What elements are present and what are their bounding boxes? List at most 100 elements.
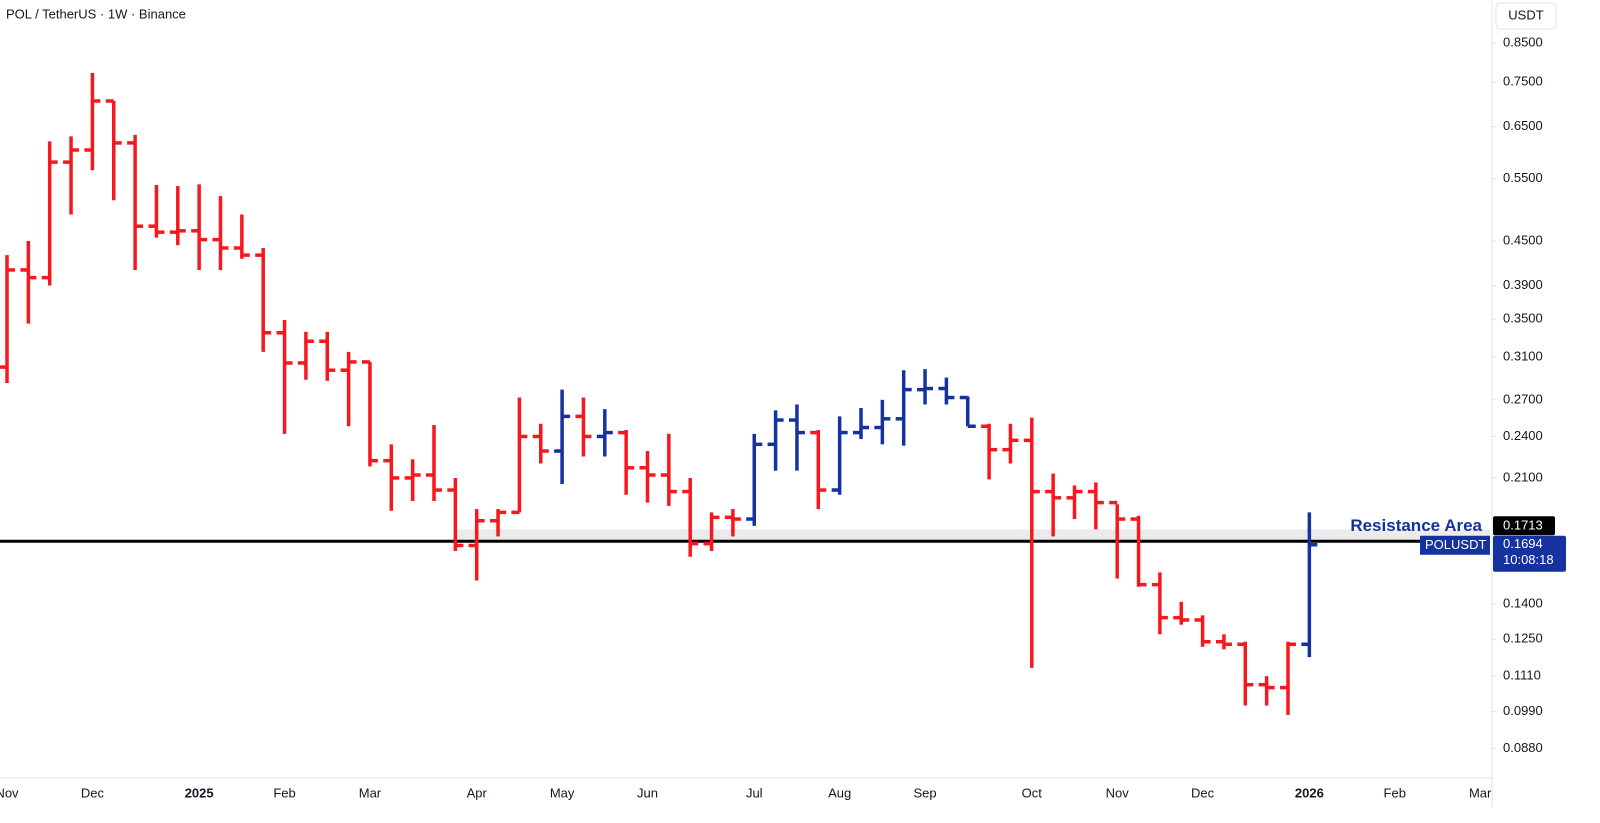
y-tick-label: 0.3900 xyxy=(1503,277,1543,292)
ohlc-bar xyxy=(1045,473,1062,537)
ohlc-bar xyxy=(1066,485,1083,520)
ohlc-bar xyxy=(191,184,208,270)
symbol-box xyxy=(1420,535,1490,555)
ohlc-bar xyxy=(1237,641,1254,706)
ohlc-bar xyxy=(319,331,336,381)
ohlc-bar xyxy=(1215,634,1232,650)
ohlc-bar xyxy=(255,248,272,352)
x-tick-label: Sep xyxy=(913,785,936,800)
ohlc-bar xyxy=(233,214,250,259)
ohlc-bar xyxy=(1258,676,1275,706)
x-tick-label: Feb xyxy=(1384,785,1406,800)
ohlc-bar xyxy=(361,360,378,467)
ohlc-bar xyxy=(0,255,15,384)
ohlc-bar xyxy=(1023,417,1040,668)
ohlc-bar xyxy=(41,141,58,286)
y-tick-label: 0.3100 xyxy=(1503,348,1543,363)
last-price-box xyxy=(1493,535,1566,572)
ohlc-bar xyxy=(596,409,613,457)
ohlc-bar xyxy=(426,425,442,502)
ohlc-bar xyxy=(1194,615,1211,647)
symbol-label: POLUSDT xyxy=(1425,537,1486,552)
ohlc-bar xyxy=(831,416,848,495)
ohlc-bar xyxy=(383,444,400,511)
ohlc-bar xyxy=(959,395,976,429)
ohlc-bar xyxy=(1002,423,1019,464)
ohlc-bar xyxy=(105,99,122,201)
resistance-zone xyxy=(455,529,1490,542)
ohlc-bar xyxy=(20,241,37,324)
ohlc-bar xyxy=(1280,641,1296,715)
x-tick-label: Jul xyxy=(746,785,763,800)
currency-label[interactable]: USDT xyxy=(1508,7,1543,22)
ohlc-bar xyxy=(84,72,101,171)
ohlc-bar xyxy=(660,433,677,506)
ohlc-bar xyxy=(1130,515,1147,587)
ohlc-bar xyxy=(639,451,656,503)
ohlc-bar xyxy=(618,430,635,495)
ohlc-bar xyxy=(490,509,507,537)
y-tick-label: 0.0880 xyxy=(1503,740,1543,755)
x-tick-label: Dec xyxy=(1191,785,1215,800)
ohlc-bar xyxy=(63,136,80,215)
ohlc-bar xyxy=(703,512,720,552)
y-tick-label: 0.0990 xyxy=(1503,703,1543,718)
ohlc-bar xyxy=(788,404,805,471)
ohlc-bar xyxy=(938,377,955,405)
ohlc-bar xyxy=(148,184,165,238)
y-tick-label: 0.2700 xyxy=(1503,391,1543,406)
x-tick-label: 2025 xyxy=(185,785,214,800)
x-tick-label: Mar xyxy=(359,785,382,800)
ohlc-bar xyxy=(1173,601,1190,625)
resistance-price-box xyxy=(1493,516,1555,536)
y-tick-label: 0.1110 xyxy=(1503,668,1541,683)
ohlc-bar xyxy=(511,397,528,515)
y-tick-label: 0.1250 xyxy=(1503,631,1543,646)
ohlc-bar xyxy=(340,351,357,427)
x-tick-label: May xyxy=(550,785,575,800)
ohlc-bar xyxy=(853,407,869,440)
ohlc-bar xyxy=(447,477,464,552)
y-tick-label: 0.6500 xyxy=(1503,118,1543,133)
ohlc-bar xyxy=(810,430,827,510)
ohlc-bar xyxy=(554,389,571,484)
x-tick-label: 2026 xyxy=(1295,785,1324,800)
x-tick-label: Nov xyxy=(1106,785,1130,800)
ohlc-bar xyxy=(575,397,592,457)
ohlc-bar xyxy=(532,423,549,464)
y-tick-label: 0.7500 xyxy=(1503,74,1543,89)
y-tick-label: 0.4500 xyxy=(1503,232,1543,247)
ohlc-bar xyxy=(212,196,229,270)
resistance-label: Resistance Area xyxy=(1350,516,1482,535)
ohlc-bar xyxy=(724,509,741,537)
x-tick-label: Oct xyxy=(1022,785,1043,800)
ohlc-bar xyxy=(981,423,998,480)
ohlc-bar xyxy=(1301,512,1318,658)
last-price-label: 0.1694 xyxy=(1503,536,1543,551)
y-tick-label: 0.8500 xyxy=(1503,35,1543,50)
ohlc-bar xyxy=(297,331,314,380)
y-tick-label: 0.2100 xyxy=(1503,469,1543,484)
ohlc-bar xyxy=(468,509,485,581)
x-tick-label: Dec xyxy=(81,785,105,800)
x-tick-label: Aug xyxy=(828,785,851,800)
ohlc-bar xyxy=(746,433,763,526)
ohlc-bar xyxy=(1109,500,1126,579)
ohlc-bar xyxy=(682,477,699,557)
x-tick-label: Nov xyxy=(0,785,19,800)
ohlc-bar xyxy=(169,186,186,246)
y-tick-label: 0.5500 xyxy=(1503,170,1543,185)
chart-title: POL / TetherUS · 1W · Binance xyxy=(6,6,186,21)
x-tick-label: Feb xyxy=(273,785,295,800)
ohlc-bar xyxy=(404,459,421,502)
ohlc-bar xyxy=(276,320,293,434)
ohlc-bar xyxy=(1151,572,1168,635)
currency-box[interactable] xyxy=(1495,2,1557,30)
y-tick-label: 0.1400 xyxy=(1503,595,1543,610)
y-tick-label: 0.3500 xyxy=(1503,311,1543,326)
ohlc-bar xyxy=(917,369,934,405)
resistance-price-label: 0.1713 xyxy=(1503,518,1543,533)
ohlc-bar xyxy=(767,410,784,471)
